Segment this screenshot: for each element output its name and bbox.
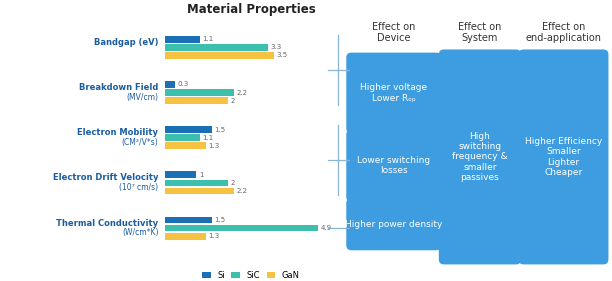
Text: Effect on
Device: Effect on Device: [372, 22, 416, 43]
Text: 3.3: 3.3: [271, 44, 282, 50]
Bar: [165, 52, 274, 59]
Text: 0.3: 0.3: [177, 81, 188, 87]
Text: 2: 2: [230, 98, 234, 104]
Bar: [165, 142, 206, 149]
Text: 1.5: 1.5: [214, 217, 226, 223]
Bar: [165, 97, 228, 104]
FancyBboxPatch shape: [518, 49, 608, 264]
Bar: [165, 36, 200, 42]
Text: 2.2: 2.2: [236, 188, 247, 194]
Bar: [165, 233, 206, 239]
Text: Electron Drift Velocity: Electron Drift Velocity: [53, 173, 159, 182]
Bar: [165, 81, 174, 88]
Text: Material Properties: Material Properties: [187, 3, 315, 15]
Bar: [165, 225, 318, 231]
Text: (MV/cm): (MV/cm): [127, 93, 159, 102]
FancyBboxPatch shape: [346, 198, 441, 250]
Bar: [165, 126, 212, 133]
Text: Breakdown Field: Breakdown Field: [79, 83, 159, 92]
Text: 2: 2: [230, 180, 234, 186]
Text: (10⁷ cm/s): (10⁷ cm/s): [119, 183, 159, 192]
Text: Effect on
System: Effect on System: [458, 22, 502, 43]
Bar: [165, 171, 196, 178]
Text: 2.2: 2.2: [236, 90, 247, 96]
Text: Higher Efficiency
Smaller
Lighter
Cheaper: Higher Efficiency Smaller Lighter Cheape…: [525, 137, 602, 177]
Bar: [165, 180, 228, 186]
Text: Thermal Conductivity: Thermal Conductivity: [56, 219, 159, 228]
Text: 1: 1: [199, 172, 203, 178]
Text: 3.5: 3.5: [277, 53, 288, 58]
Bar: [165, 134, 200, 141]
Text: 1.1: 1.1: [202, 135, 213, 141]
Text: Electron Mobility: Electron Mobility: [77, 128, 159, 137]
Text: 1.3: 1.3: [208, 233, 220, 239]
Text: 1.3: 1.3: [208, 143, 220, 149]
Bar: [165, 217, 212, 223]
Legend: Si, SiC, GaN: Si, SiC, GaN: [199, 268, 303, 281]
Text: 1.1: 1.1: [202, 36, 213, 42]
Text: Bandgap (eV): Bandgap (eV): [94, 38, 159, 47]
Text: 1.5: 1.5: [214, 126, 226, 133]
Text: (W/cm*K): (W/cm*K): [122, 228, 159, 237]
FancyBboxPatch shape: [439, 49, 521, 264]
Bar: [165, 44, 268, 51]
Text: Effect on
end-application: Effect on end-application: [526, 22, 602, 43]
Bar: [165, 188, 234, 194]
Text: Higher voltage
Lower Rₒₚ: Higher voltage Lower Rₒₚ: [360, 83, 427, 103]
Bar: [165, 89, 234, 96]
FancyBboxPatch shape: [346, 130, 441, 202]
Text: High
switching
frequency &
smaller
passives: High switching frequency & smaller passi…: [452, 132, 508, 182]
FancyBboxPatch shape: [346, 53, 441, 133]
Text: Lower switching
losses: Lower switching losses: [357, 156, 430, 175]
Text: 4.9: 4.9: [321, 225, 332, 231]
Text: (CM²/V*s): (CM²/V*s): [122, 138, 159, 147]
Text: Higher power density: Higher power density: [345, 220, 442, 229]
